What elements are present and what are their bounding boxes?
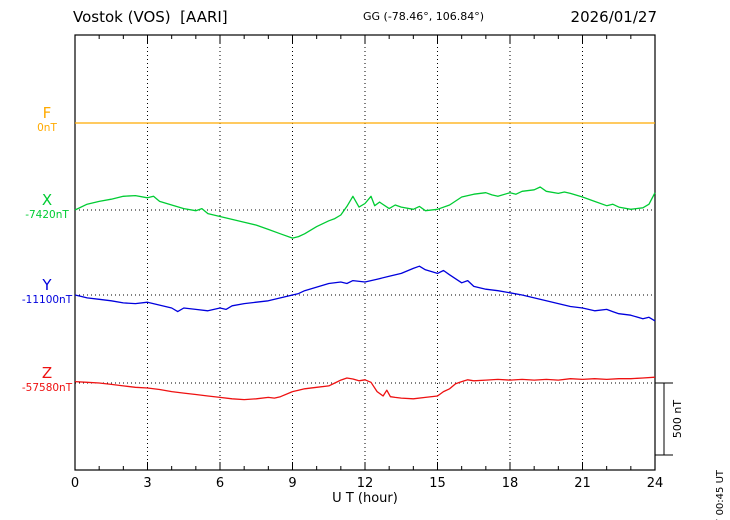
series-label-X: X -7420nT — [0, 193, 94, 221]
x-tick-label-15: 15 — [429, 476, 446, 491]
plot-date: 2026/01/27 — [570, 8, 657, 26]
x-tick-label-18: 18 — [502, 476, 519, 491]
x-axis-label: U T (hour) — [332, 491, 398, 506]
component-baseline-value-X: -7420nT — [25, 209, 69, 221]
x-tick-label-6: 6 — [216, 476, 224, 491]
component-baseline-value-F: 0nT — [37, 122, 57, 134]
scalebar-label: 500 nT — [671, 400, 684, 438]
plot-frame — [74, 34, 656, 471]
x-tick-label-24: 24 — [647, 476, 664, 491]
component-letter-Y: Y — [42, 276, 52, 294]
x-tick-label-9: 9 — [288, 476, 296, 491]
x-tick-label-21: 21 — [574, 476, 591, 491]
series-label-F: F 0nT — [0, 106, 94, 134]
x-tick-label-3: 3 — [143, 476, 151, 491]
series-line-X — [74, 186, 656, 239]
component-letter-Z: Z — [41, 364, 53, 382]
series-line-Z — [74, 376, 656, 401]
series-label-Z: Z -57580nT — [0, 366, 94, 394]
station-title: Vostok (VOS) [AARI] — [73, 8, 228, 26]
x-tick-label-12: 12 — [357, 476, 374, 491]
plotted-timestamp-note: Plotted at 2026/02/27 00:45 UT — [715, 470, 726, 520]
component-letter-F: F — [42, 104, 52, 122]
component-baseline-value-Y: -11100nT — [21, 294, 73, 306]
geographic-coordinates: GG (-78.46°, 106.84°) — [363, 10, 485, 23]
series-label-Y: Y -11100nT — [0, 278, 94, 306]
series-line-Y — [74, 265, 656, 322]
component-letter-X: X — [41, 191, 53, 209]
component-baseline-value-Z: -57580nT — [21, 382, 73, 394]
x-tick-label-0: 0 — [71, 476, 79, 491]
